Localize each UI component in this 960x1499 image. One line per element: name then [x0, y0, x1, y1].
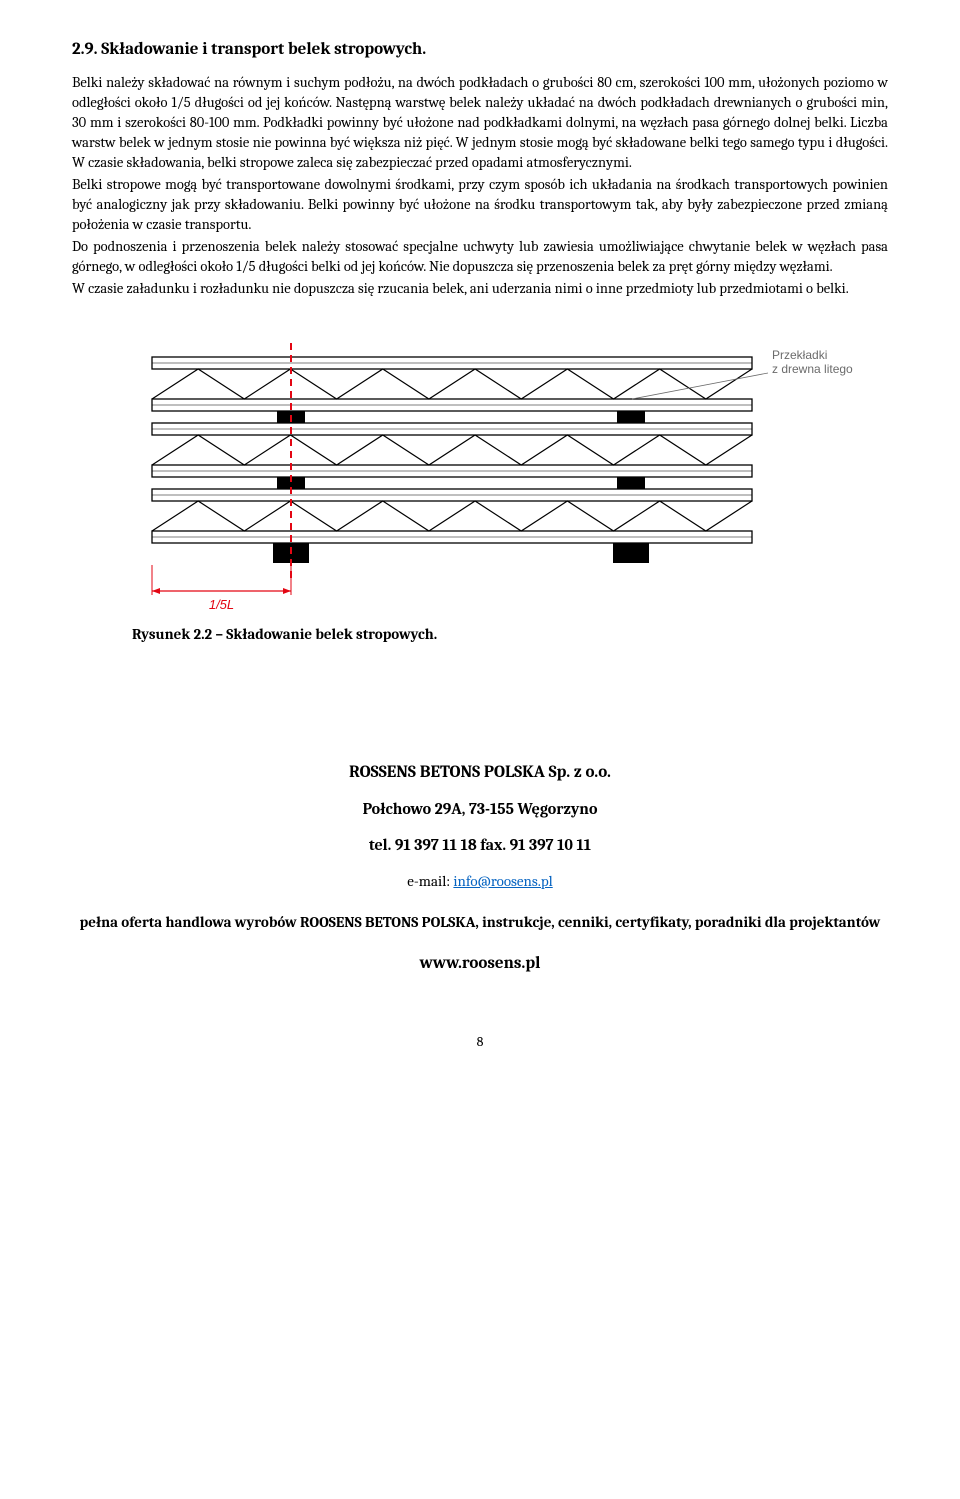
- company-email-link[interactable]: info@roosens.pl: [453, 872, 552, 890]
- svg-text:1/5L: 1/5L: [209, 597, 234, 612]
- company-name: ROSSENS BETONS POLSKA Sp. z o.o.: [72, 763, 888, 782]
- section-para-3: Do podnoszenia i przenoszenia belek nale…: [72, 237, 888, 277]
- beam-stacking-diagram: Przekładkiz drewna litego 1/5L: [132, 337, 892, 617]
- figure-beam-stacking: Przekładkiz drewna litego 1/5L: [72, 337, 888, 617]
- figure-caption: Rysunek 2.2 – Składowanie belek stropowy…: [72, 625, 888, 643]
- svg-text:z drewna litego: z drewna litego: [772, 362, 853, 376]
- section-para-2: Belki stropowe mogą być transportowane d…: [72, 175, 888, 235]
- company-phone: tel. 91 397 11 18 fax. 91 397 10 11: [72, 836, 888, 854]
- company-address: Połchowo 29A, 73-155 Węgorzyno: [72, 800, 888, 818]
- section-heading: 2.9. Składowanie i transport belek strop…: [72, 40, 888, 59]
- company-url: www.roosens.pl: [72, 954, 888, 973]
- company-desc: pełna oferta handlowa wyrobów ROOSENS BE…: [72, 912, 888, 932]
- section-para-1: Belki należy składować na równym i suchy…: [72, 73, 888, 173]
- page-number: 8: [72, 1033, 888, 1050]
- company-block: ROSSENS BETONS POLSKA Sp. z o.o. Połchow…: [72, 763, 888, 973]
- section-para-4: W czasie załadunku i rozładunku nie dopu…: [72, 279, 888, 299]
- svg-text:Przekładki: Przekładki: [772, 348, 827, 362]
- company-email-prefix: e-mail:: [407, 872, 453, 890]
- company-email-line: e-mail: info@roosens.pl: [72, 872, 888, 890]
